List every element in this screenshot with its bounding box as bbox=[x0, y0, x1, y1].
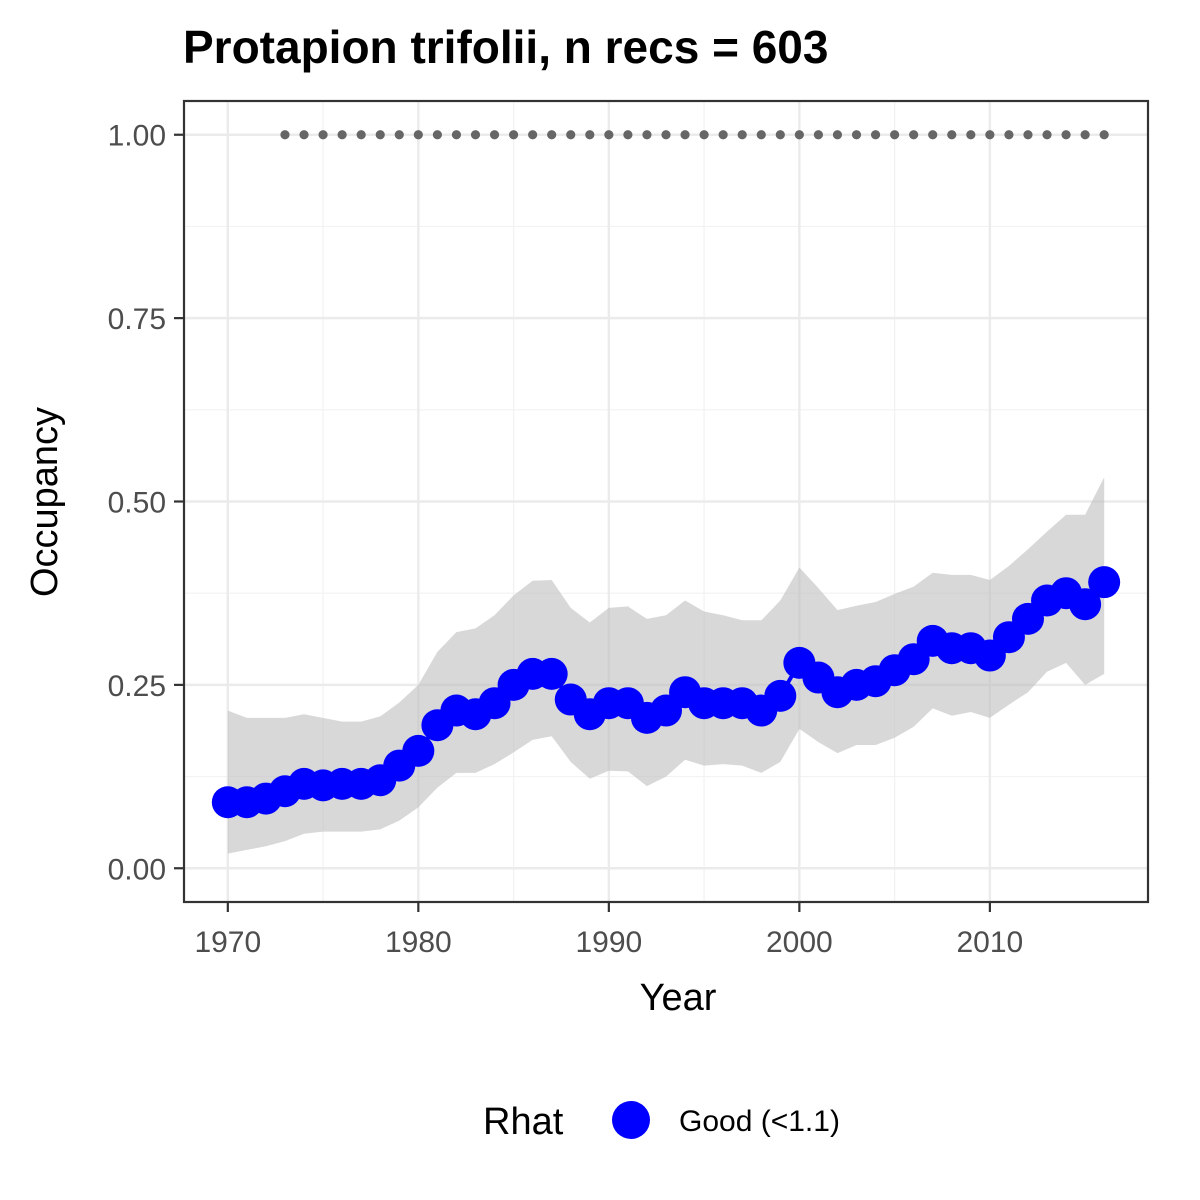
rhat-marker bbox=[813, 130, 824, 140]
rhat-marker bbox=[851, 130, 862, 140]
rhat-marker bbox=[623, 130, 633, 140]
rhat-marker bbox=[737, 130, 747, 140]
data-point bbox=[402, 734, 435, 767]
x-axis-title: Year bbox=[640, 977, 717, 1019]
rhat-marker bbox=[718, 130, 728, 140]
x-tick-label: 2010 bbox=[956, 926, 1023, 959]
y-tick-label: 1.00 bbox=[108, 120, 166, 153]
rhat-marker bbox=[680, 130, 690, 140]
rhat-marker bbox=[413, 130, 423, 140]
legend-label-good: Good (<1.1) bbox=[679, 1105, 840, 1138]
rhat-marker bbox=[375, 130, 385, 140]
data-point bbox=[1069, 588, 1102, 621]
rhat-marker bbox=[832, 130, 843, 140]
x-axis: 1970 1980 1990 2000 2010 bbox=[194, 902, 1023, 959]
data-point bbox=[764, 679, 797, 712]
rhat-marker bbox=[604, 130, 614, 140]
rhat-marker bbox=[394, 130, 404, 140]
y-tick-label: 0.50 bbox=[108, 487, 166, 520]
y-tick-label: 0.25 bbox=[108, 670, 166, 703]
rhat-marker bbox=[1042, 130, 1052, 140]
y-tick-label: 0.75 bbox=[108, 303, 166, 336]
rhat-marker bbox=[470, 130, 481, 140]
rhat-marker bbox=[280, 130, 290, 140]
data-point bbox=[535, 657, 568, 690]
rhat-marker bbox=[451, 130, 462, 140]
rhat-marker bbox=[1004, 130, 1014, 140]
rhat-marker bbox=[566, 130, 576, 140]
rhat-marker bbox=[699, 130, 709, 140]
rhat-marker bbox=[966, 130, 976, 140]
legend-title: Rhat bbox=[483, 1101, 564, 1143]
plot-panel bbox=[182, 99, 1150, 904]
rhat-marker bbox=[870, 130, 881, 140]
rhat-marker bbox=[890, 130, 900, 140]
rhat-marker bbox=[1080, 130, 1090, 140]
rhat-marker bbox=[794, 130, 804, 140]
rhat-marker bbox=[1061, 130, 1071, 140]
legend-key-good bbox=[612, 1101, 650, 1139]
rhat-marker bbox=[661, 130, 671, 140]
rhat-marker bbox=[1099, 130, 1109, 140]
rhat-marker bbox=[1023, 130, 1033, 140]
data-point bbox=[1088, 566, 1121, 599]
x-tick-label: 1980 bbox=[385, 926, 452, 959]
rhat-marker bbox=[337, 130, 347, 140]
rhat-marker bbox=[756, 130, 766, 140]
rhat-marker bbox=[928, 130, 938, 140]
occupancy-points bbox=[211, 566, 1121, 819]
rhat-marker bbox=[947, 130, 957, 140]
y-axis-title: Occupancy bbox=[24, 407, 66, 597]
rhat-marker bbox=[299, 130, 309, 140]
rhat-marker bbox=[547, 130, 557, 140]
x-tick-label: 2000 bbox=[766, 926, 833, 959]
rhat-marker bbox=[432, 130, 442, 140]
rhat-marker bbox=[528, 130, 538, 140]
rhat-marker bbox=[585, 130, 595, 140]
y-tick-label: 0.00 bbox=[108, 853, 166, 886]
x-tick-label: 1970 bbox=[194, 926, 261, 959]
rhat-marker bbox=[775, 130, 785, 140]
confidence-ribbon bbox=[227, 477, 1105, 854]
rhat-marker bbox=[508, 130, 519, 140]
rhat-marker-row bbox=[280, 130, 1109, 140]
rhat-marker bbox=[318, 130, 328, 140]
rhat-marker bbox=[985, 130, 995, 140]
legend: Rhat Good (<1.1) bbox=[483, 1101, 840, 1143]
x-tick-label: 1990 bbox=[575, 926, 642, 959]
y-axis: 0.00 0.25 0.50 0.75 1.00 bbox=[108, 120, 184, 886]
rhat-marker bbox=[642, 130, 652, 140]
chart-title: Protapion trifolii, n recs = 603 bbox=[183, 21, 828, 73]
rhat-marker bbox=[909, 130, 919, 140]
rhat-marker bbox=[356, 130, 366, 140]
rhat-marker bbox=[489, 130, 500, 140]
